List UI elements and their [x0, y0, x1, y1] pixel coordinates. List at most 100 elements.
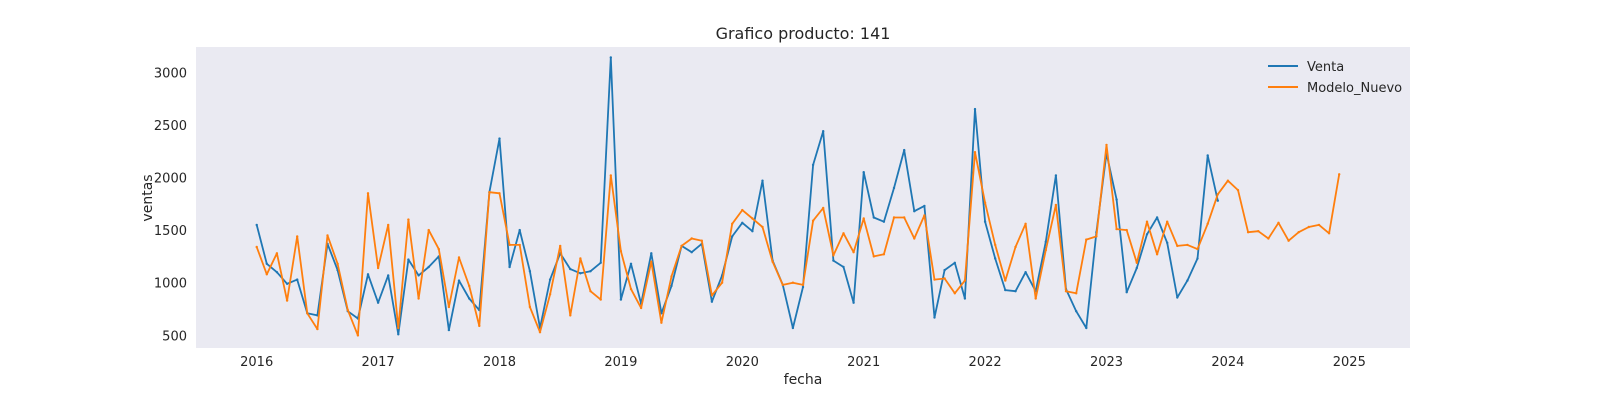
data-point	[852, 301, 855, 304]
data-point	[1004, 279, 1007, 282]
legend-label: Modelo_Nuevo	[1307, 81, 1402, 96]
data-point	[1226, 179, 1230, 182]
data-point	[1216, 193, 1220, 196]
data-point	[346, 308, 349, 312]
data-point	[427, 265, 430, 269]
data-point	[397, 333, 400, 336]
data-point	[1085, 238, 1088, 241]
data-point	[387, 223, 390, 227]
data-point	[1024, 222, 1027, 225]
chart-title: Grafico producto: 141	[716, 24, 891, 43]
data-point	[1166, 220, 1169, 223]
data-point	[376, 266, 380, 270]
data-point	[1064, 290, 1068, 293]
data-point	[447, 305, 451, 309]
data-point	[1034, 297, 1037, 300]
data-point	[1327, 232, 1331, 235]
data-point	[397, 326, 400, 330]
data-point	[903, 148, 906, 152]
data-point	[417, 297, 420, 300]
data-point	[1186, 279, 1189, 282]
data-point	[1338, 173, 1341, 176]
data-point	[508, 243, 511, 247]
data-point	[1196, 257, 1199, 260]
data-point	[1166, 241, 1169, 244]
data-point	[822, 206, 825, 210]
x-tick-label: 2023	[1090, 355, 1123, 370]
data-point	[498, 192, 501, 195]
data-point	[417, 274, 420, 277]
data-point	[690, 237, 693, 240]
data-point	[913, 237, 916, 240]
data-point	[528, 305, 532, 309]
x-tick-label: 2024	[1211, 355, 1244, 370]
data-point	[447, 328, 451, 332]
data-point	[1145, 220, 1149, 223]
data-point	[983, 220, 987, 223]
x-tick-label: 2018	[483, 355, 516, 370]
x-tick-label: 2022	[969, 355, 1002, 370]
data-point	[296, 278, 299, 281]
data-point	[892, 186, 896, 190]
data-point	[609, 174, 612, 177]
data-point	[285, 299, 289, 302]
data-point	[811, 163, 815, 167]
data-point	[1115, 227, 1118, 231]
data-point	[903, 216, 906, 219]
data-point	[923, 214, 926, 217]
data-point	[882, 220, 886, 223]
data-point	[296, 235, 299, 238]
data-point	[1014, 245, 1017, 249]
data-point	[255, 245, 258, 249]
data-point	[690, 251, 693, 254]
y-tick-label: 2500	[154, 119, 187, 134]
data-point	[619, 298, 623, 301]
data-point	[538, 331, 542, 334]
data-point	[983, 201, 987, 204]
data-point	[1206, 154, 1209, 157]
data-point	[822, 130, 825, 133]
data-point	[650, 260, 653, 263]
data-point	[629, 262, 633, 265]
data-point	[801, 283, 805, 287]
data-point	[548, 293, 552, 296]
data-point	[457, 279, 461, 282]
plot-area-background	[196, 47, 1410, 348]
data-point	[457, 256, 461, 259]
series-modelo-nuevo	[255, 143, 1341, 337]
data-point	[872, 216, 875, 219]
data-point	[599, 261, 602, 264]
data-point	[629, 287, 633, 291]
data-point	[1287, 239, 1290, 242]
data-point	[1277, 221, 1280, 224]
data-point	[791, 326, 795, 330]
data-point	[1155, 216, 1159, 219]
data-point	[437, 247, 440, 251]
data-point	[963, 297, 967, 300]
data-point	[791, 281, 795, 284]
data-point	[731, 235, 734, 238]
data-point	[639, 306, 643, 310]
data-point	[387, 274, 390, 277]
data-point	[407, 258, 410, 261]
data-point	[670, 284, 673, 288]
data-point	[599, 298, 602, 301]
data-point	[1186, 243, 1189, 247]
data-point	[1075, 310, 1078, 313]
data-point	[781, 283, 784, 287]
x-tick-label: 2020	[726, 355, 759, 370]
data-point	[710, 300, 714, 303]
data-point	[366, 192, 370, 195]
data-point	[1054, 174, 1058, 177]
data-point	[366, 273, 370, 276]
data-point	[1075, 292, 1078, 295]
data-point	[275, 271, 279, 274]
y-axis-label: ventas	[140, 174, 156, 221]
x-tick-label: 2017	[362, 355, 395, 370]
x-tick-label: 2016	[240, 355, 273, 370]
data-point	[579, 257, 582, 260]
data-point	[710, 294, 714, 297]
data-point	[275, 252, 279, 255]
data-point	[761, 225, 764, 229]
